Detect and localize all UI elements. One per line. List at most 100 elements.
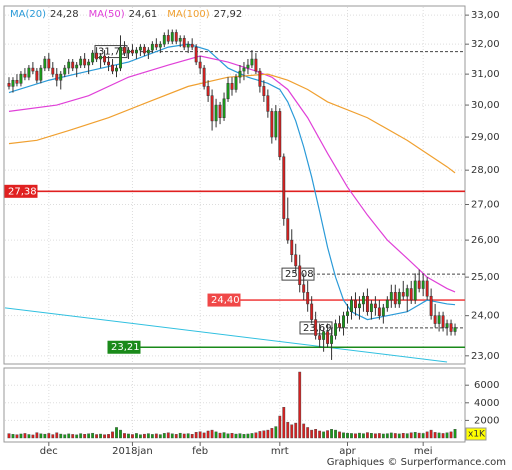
level-label-box [94, 45, 128, 59]
volume-bar [334, 429, 337, 439]
volume-panel [3, 367, 466, 443]
volume-bar [95, 434, 98, 439]
volume-unit: x1K [468, 430, 486, 440]
candle-body [262, 86, 266, 96]
volume-bar [413, 432, 417, 439]
candle-body [318, 335, 322, 340]
candle-body [278, 111, 282, 158]
candle-body [206, 86, 210, 96]
candle-body [35, 70, 39, 81]
y-tick-label: 26,00 [471, 235, 500, 246]
candle-body [107, 61, 110, 66]
candle-body [310, 303, 314, 320]
volume-bar [23, 433, 27, 439]
ma-line [8, 73, 456, 174]
candle-body [429, 295, 433, 316]
ma-line [8, 43, 456, 321]
candle-body [7, 83, 11, 87]
y-tick-label: 27,00 [471, 200, 500, 211]
volume-bar [7, 433, 11, 439]
volume-bar [326, 430, 329, 439]
volume-bar [135, 433, 138, 439]
candle-body [421, 280, 425, 289]
volume-bar [158, 434, 162, 439]
volume-bar [170, 433, 174, 439]
volume-bar [123, 433, 126, 439]
candle-body [146, 49, 150, 54]
y-tick-label: 32,00 [471, 39, 500, 50]
x-tick-label: dec [40, 446, 58, 457]
candle-body [170, 32, 174, 42]
candle-body [369, 303, 373, 312]
volume-bar [178, 432, 182, 439]
volume-bar [146, 433, 150, 439]
candle-body [202, 67, 206, 87]
candle-body [246, 64, 250, 69]
candle-body [238, 70, 242, 78]
candle-body [330, 335, 334, 344]
candle-body [55, 73, 59, 81]
y-tick-label: 28,00 [471, 165, 500, 176]
candle-body [453, 327, 457, 332]
volume-bar [294, 422, 298, 439]
candle-body [393, 292, 397, 305]
candle-body [358, 303, 361, 309]
candle-body [373, 303, 377, 309]
candle-body [409, 288, 413, 301]
candle-body [230, 83, 234, 90]
volume-bar [186, 433, 190, 439]
level-label: 24,40 [211, 295, 240, 306]
y-tick-label: 30,00 [471, 100, 500, 111]
volume-bar [282, 407, 286, 439]
volume-tick-label: 2000 [474, 415, 499, 426]
candle-body [138, 46, 142, 51]
candle-body [43, 58, 47, 69]
candle-body [266, 95, 270, 112]
volume-bar [11, 434, 15, 439]
volume-bar [67, 433, 71, 439]
volume-bar [338, 431, 341, 439]
volume-bar [238, 433, 242, 439]
unit-box [465, 427, 487, 441]
candle-body [71, 61, 75, 69]
volume-bar [366, 432, 369, 439]
volume-bar [59, 433, 63, 439]
volume-bar [150, 434, 154, 439]
volume-bar [142, 433, 146, 439]
candle-body [449, 323, 453, 332]
volume-bar [370, 433, 373, 439]
volume-bar [47, 433, 51, 439]
volume-bar [314, 429, 318, 439]
volume-bar [381, 433, 385, 439]
candle-body [377, 307, 381, 316]
candle-body [99, 55, 103, 60]
volume-bar [31, 434, 35, 439]
x-tick-label: mei [414, 446, 433, 457]
candle-body [441, 315, 445, 328]
volume-bar [15, 434, 19, 439]
volume-bar [35, 432, 39, 439]
y-tick-label: 25,00 [471, 272, 500, 283]
volume-bar [166, 432, 170, 439]
level-label-box [107, 340, 141, 354]
volume-bar [306, 427, 310, 439]
candle-body [326, 331, 330, 344]
volume-bar [87, 433, 91, 439]
volume-bar [421, 433, 425, 439]
candle-body [198, 61, 202, 69]
y-tick-label: 33,00 [471, 10, 500, 21]
candle-body [346, 311, 349, 316]
candle-body [111, 64, 114, 72]
candle-body [302, 284, 306, 293]
volume-bar [115, 427, 118, 439]
volume-bar [318, 430, 322, 439]
volume-bar [27, 434, 31, 439]
volume-bar [433, 432, 437, 439]
volume-bar [103, 434, 106, 439]
trendline [4, 307, 448, 363]
legend-name: MA(100) [167, 9, 209, 20]
volume-bar [222, 432, 226, 439]
volume-bar [354, 433, 357, 439]
volume-bar [278, 415, 282, 439]
candle-body [178, 38, 182, 42]
